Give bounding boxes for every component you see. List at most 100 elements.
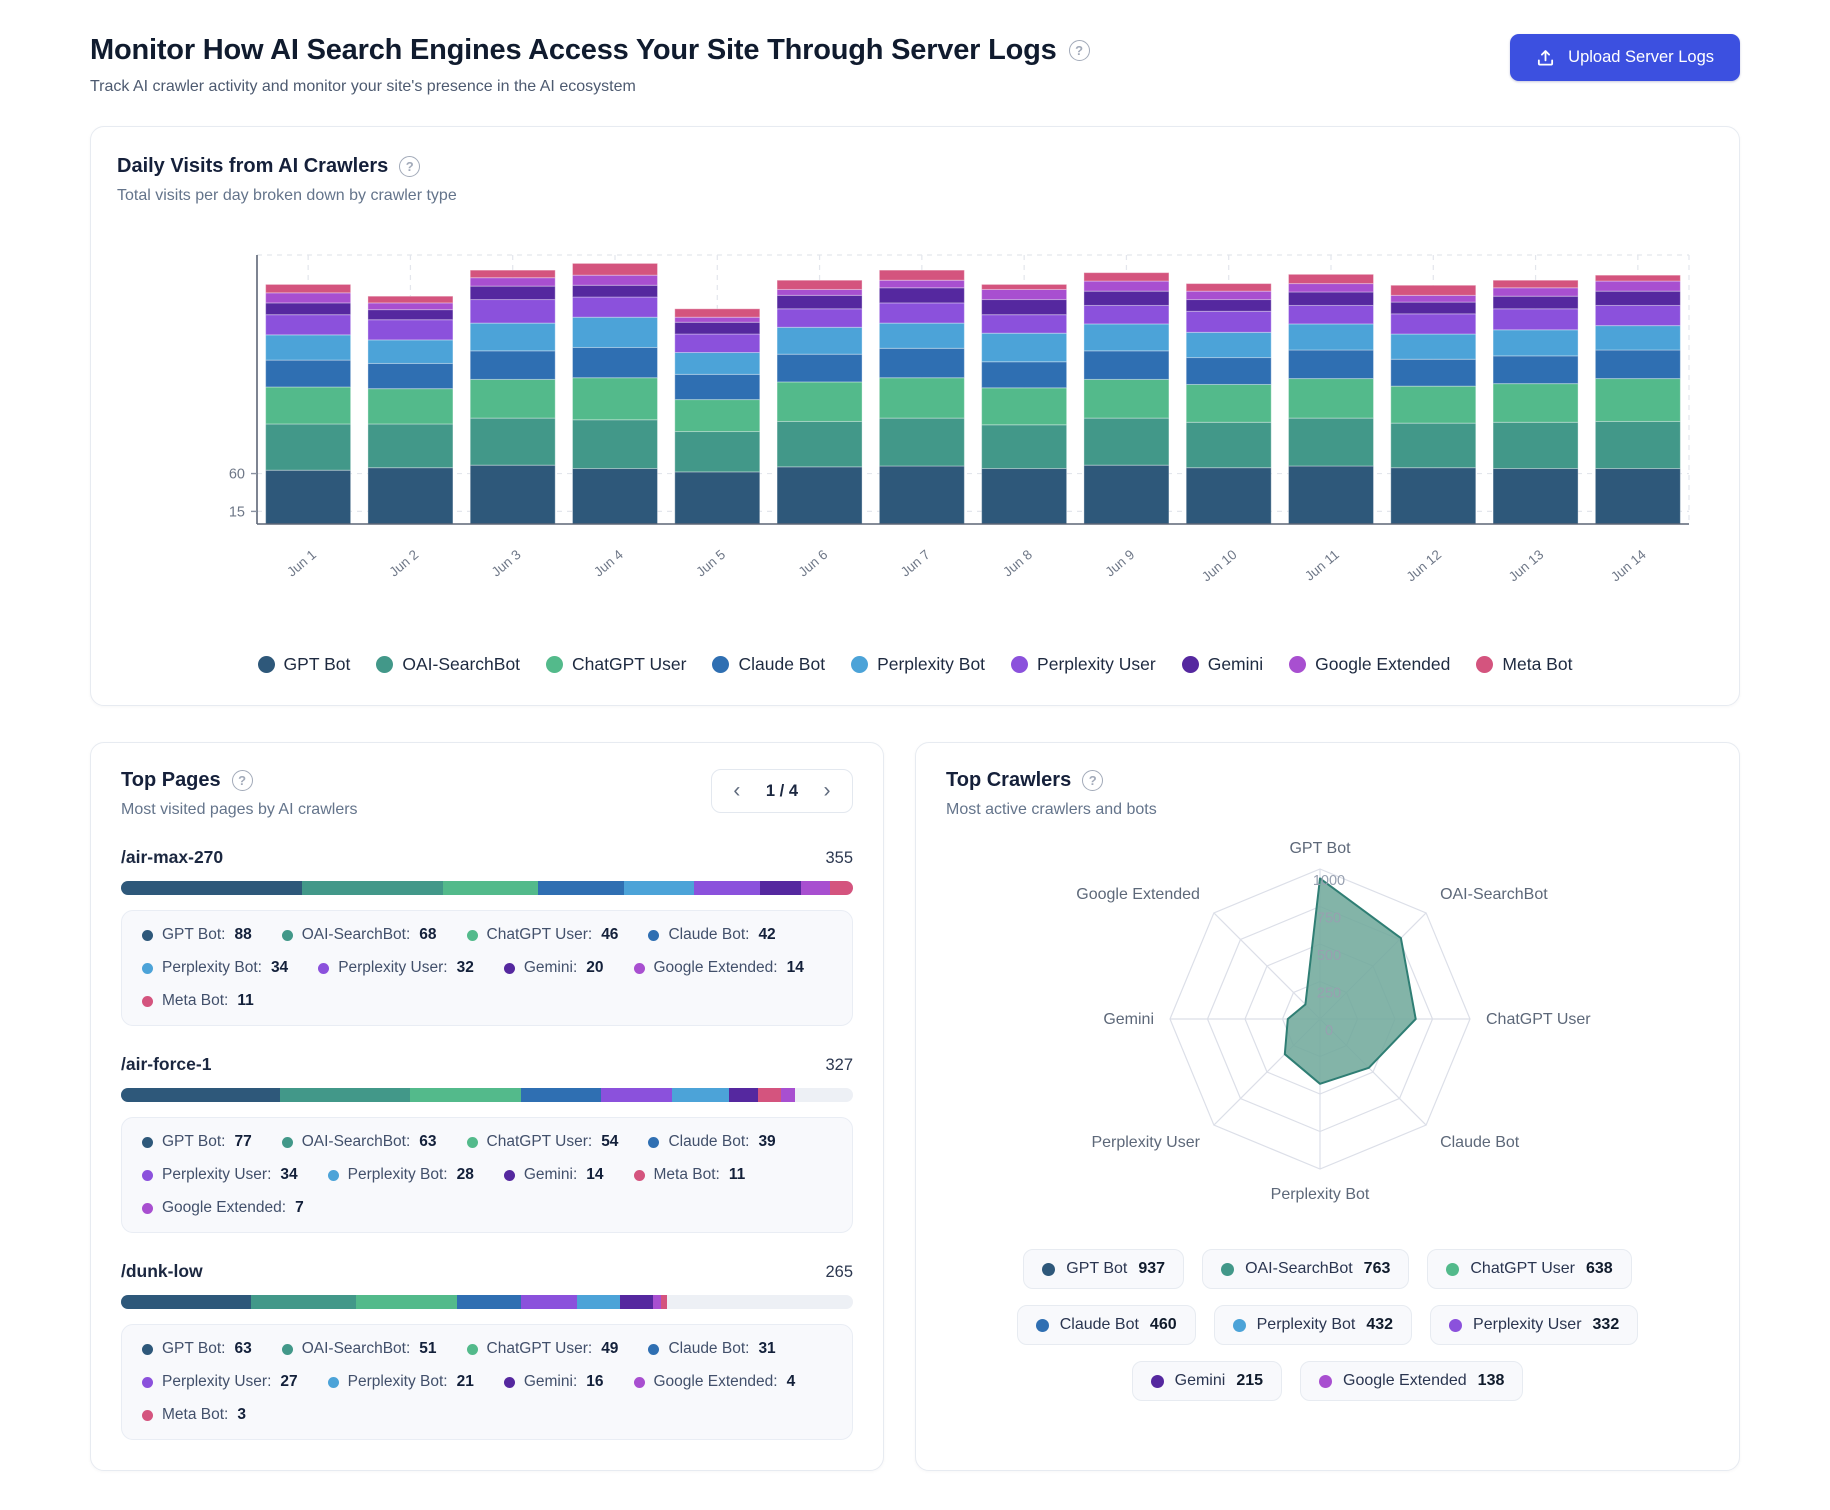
top-pages-card: Top Pages ? Most visited pages by AI cra…	[90, 742, 884, 1471]
help-icon[interactable]: ?	[399, 156, 421, 177]
badge-dot-icon	[1150, 1374, 1164, 1388]
legend-item-label: ChatGPT User	[572, 654, 687, 674]
stat-value: 7	[295, 1199, 304, 1216]
radar-axis-label: Google Extended	[1076, 886, 1200, 903]
bar-segment	[1594, 325, 1681, 351]
bar-segment	[1185, 310, 1272, 333]
pager-next-button[interactable]: ›	[812, 776, 842, 806]
stat-value: 88	[234, 926, 252, 943]
stat-value: 77	[234, 1133, 252, 1150]
bar-segment	[981, 361, 1068, 389]
breakdown-stat: GPT Bot: 88	[142, 926, 252, 944]
help-icon[interactable]: ?	[231, 770, 253, 791]
legend-dot-icon	[1181, 656, 1199, 673]
legend-item[interactable]: Meta Bot	[1476, 654, 1572, 675]
badge-dot-icon	[1221, 1262, 1235, 1276]
stat-dot-icon	[648, 1136, 660, 1148]
upload-server-logs-button[interactable]: Upload Server Logs	[1510, 34, 1740, 81]
stat-dot-icon	[466, 929, 478, 941]
distribution-segment	[409, 1088, 521, 1102]
stat-dot-icon	[318, 962, 330, 974]
bar-segment	[981, 468, 1068, 525]
bar-segment	[1288, 304, 1374, 325]
stat-label: Perplexity Bot:	[347, 1166, 448, 1183]
stat-dot-icon	[633, 1376, 645, 1388]
legend-item[interactable]: Gemini	[1181, 654, 1263, 675]
badge-name: OAI-SearchBot	[1245, 1260, 1353, 1277]
bar-segment	[1492, 295, 1579, 310]
stat-label: GPT Bot:	[162, 926, 226, 943]
bar-segment	[265, 359, 352, 388]
page-row-header: /air-max-270 355	[121, 847, 853, 868]
stat-dot-icon	[633, 962, 645, 974]
bar-segment	[981, 387, 1068, 426]
badge-name: Gemini	[1174, 1372, 1226, 1389]
help-icon[interactable]: ?	[1068, 40, 1090, 61]
breakdown-stat: Gemini: 20	[503, 959, 604, 977]
stat-label: Claude Bot:	[668, 926, 750, 943]
bar-segment	[776, 279, 863, 290]
daily-visits-card: Daily Visits from AI Crawlers ? Total vi…	[90, 126, 1740, 706]
badge-name: Claude Bot	[1059, 1316, 1139, 1333]
bar-segment	[469, 322, 556, 352]
stat-label: ChatGPT User:	[486, 926, 593, 943]
top-crawlers-subtitle: Most active crawlers and bots	[946, 801, 1157, 818]
bar-segment	[1390, 385, 1477, 424]
pager-prev-button[interactable]: ‹	[722, 776, 752, 806]
badge-dot-icon	[1035, 1318, 1049, 1332]
breakdown-stat: Gemini: 16	[503, 1373, 604, 1391]
bar-segment	[1594, 290, 1681, 306]
stat-label: Claude Bot:	[668, 1340, 750, 1357]
stat-label: Gemini:	[523, 1373, 578, 1390]
page-path: /air-force-1	[121, 1054, 212, 1074]
stat-dot-icon	[142, 995, 153, 1007]
help-icon[interactable]: ?	[1082, 770, 1104, 791]
radar-axis-label: ChatGPT User	[1486, 1011, 1591, 1028]
legend-item[interactable]: GPT Bot	[257, 654, 350, 675]
legend-item[interactable]: Perplexity User	[1011, 654, 1156, 675]
stat-dot-icon	[281, 1343, 293, 1355]
top-crawlers-title: Top Crawlers	[946, 769, 1072, 791]
bar-segment	[1288, 273, 1374, 285]
distribution-segment	[576, 1295, 620, 1309]
bar-segment	[776, 381, 863, 422]
stat-value: 3	[237, 1406, 246, 1423]
stat-dot-icon	[466, 1136, 478, 1148]
upload-button-label: Upload Server Logs	[1568, 48, 1714, 66]
stat-value: 34	[270, 959, 289, 976]
breakdown-stat: Perplexity User: 27	[142, 1373, 298, 1391]
bar-segment	[674, 308, 761, 318]
bar-segment	[1390, 333, 1477, 360]
page-title: Monitor How AI Search Engines Access You…	[90, 34, 1057, 66]
legend-item[interactable]: Claude Bot	[712, 654, 825, 675]
bar-segment	[1185, 357, 1272, 385]
bar-segment	[1083, 272, 1170, 282]
x-tick-label: Jun 11	[1302, 547, 1342, 584]
x-tick-label: Jun 5	[693, 547, 728, 580]
badge-value: 215	[1236, 1372, 1264, 1389]
page-distribution-bar	[121, 1295, 853, 1309]
page-row-header: /air-force-1 327	[121, 1054, 853, 1075]
legend-item[interactable]: Google Extended	[1289, 654, 1450, 675]
stat-label: OAI-SearchBot:	[301, 1133, 411, 1150]
radar-axis-label: Gemini	[1103, 1011, 1154, 1028]
bar-segment	[1390, 294, 1477, 303]
page-breakdown-box: GPT Bot: 77 OAI-SearchBot: 63 ChatGPT User: 5…	[121, 1117, 853, 1233]
legend-dot-icon	[1476, 656, 1494, 673]
bar-segment	[674, 352, 761, 375]
legend-item[interactable]: OAI-SearchBot	[376, 654, 520, 675]
distribution-segment	[302, 881, 443, 895]
bar-segment	[776, 353, 863, 383]
radar-tick-label: 500	[1316, 948, 1340, 964]
stat-value: 68	[419, 926, 437, 943]
legend-item[interactable]: ChatGPT User	[546, 654, 686, 675]
stat-label: Gemini:	[523, 1166, 578, 1183]
bar-segment	[878, 465, 965, 525]
crawler-badge: GPT Bot 937	[1023, 1249, 1185, 1289]
stat-label: OAI-SearchBot:	[301, 1340, 411, 1357]
bar-segment	[674, 316, 761, 323]
legend-item[interactable]: Perplexity Bot	[851, 654, 985, 675]
bar-segment	[1288, 417, 1374, 467]
distribution-segment	[121, 1295, 251, 1309]
crawler-badge: OAI-SearchBot 763	[1202, 1249, 1410, 1289]
